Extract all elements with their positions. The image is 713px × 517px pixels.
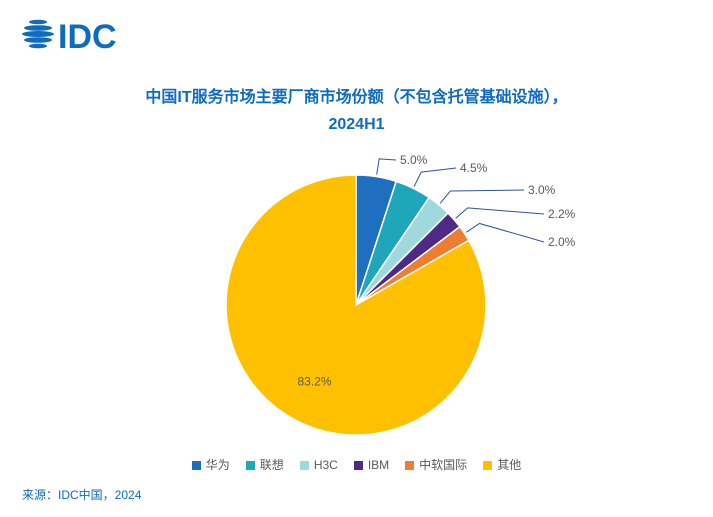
pie-label: 5.0% — [400, 153, 428, 167]
pie-label-inside: 83.2% — [298, 375, 332, 389]
title-line-2: 2024H1 — [0, 111, 713, 138]
legend-label: IBM — [368, 458, 389, 472]
pie-leader-line — [456, 208, 544, 218]
pie-label: 4.5% — [460, 161, 488, 175]
legend-item: 中软国际 — [405, 456, 467, 473]
pie-label: 2.2% — [548, 207, 576, 221]
pie-label: 2.0% — [548, 235, 576, 249]
chart-title: 中国IT服务市场主要厂商市场份额（不包含托管基础设施）， 2024H1 — [0, 84, 713, 138]
title-line-1: 中国IT服务市场主要厂商市场份额（不包含托管基础设施）， — [0, 84, 713, 111]
pie-leader-line — [414, 168, 456, 186]
legend-swatch — [246, 461, 255, 470]
pie-leader-line — [440, 190, 524, 203]
legend-label: 中软国际 — [419, 458, 467, 472]
pie-leader-line — [377, 159, 396, 175]
pie-chart: 5.0% 4.5% 3.0% 2.2% 2.0% 83.2% — [0, 150, 713, 450]
pie-label: 3.0% — [528, 183, 556, 197]
legend-item: 华为 — [192, 456, 230, 473]
logo-text: IDC — [58, 18, 117, 56]
legend-swatch — [354, 461, 363, 470]
legend-label: 其他 — [497, 458, 521, 472]
legend-item: 其他 — [483, 456, 521, 473]
legend-swatch — [405, 461, 414, 470]
legend: 华为 联想 H3C IBM 中软国际 其他 — [0, 456, 713, 473]
legend-swatch — [192, 461, 201, 470]
legend-swatch — [300, 461, 309, 470]
legend-label: 华为 — [206, 458, 230, 472]
idc-logo: IDC — [22, 14, 132, 63]
legend-item: H3C — [300, 458, 338, 472]
source-footnote: 来源：IDC中国，2024 — [22, 486, 141, 503]
legend-label: H3C — [314, 458, 338, 472]
legend-swatch — [483, 461, 492, 470]
legend-label: 联想 — [260, 458, 284, 472]
legend-item: 联想 — [246, 456, 284, 473]
legend-item: IBM — [354, 458, 389, 472]
pie-leader-line — [466, 223, 544, 242]
